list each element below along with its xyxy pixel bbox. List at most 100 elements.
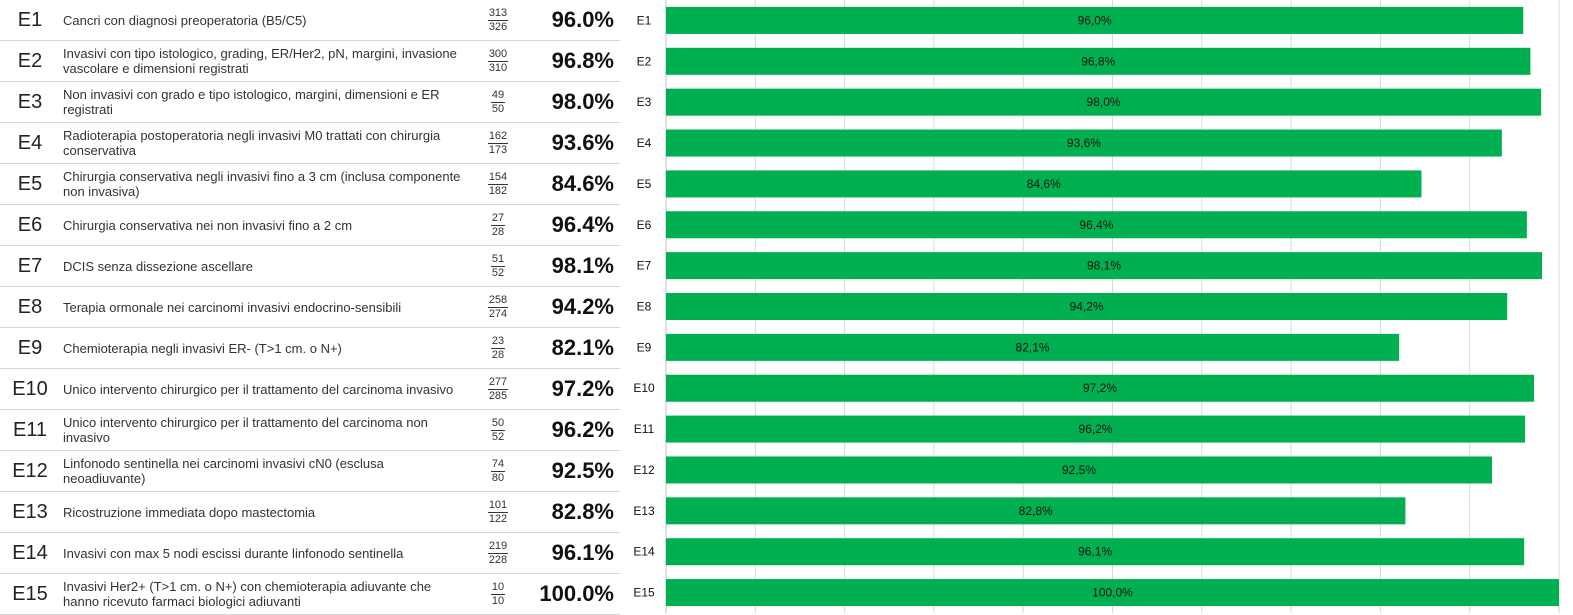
indicator-description: Linfonodo sentinella nei carcinomi invas… — [63, 456, 384, 486]
indicator-fraction: 277 285 — [476, 369, 520, 409]
indicator-table: E1 Cancri con diagnosi preoperatoria (B5/… — [0, 0, 622, 615]
fraction-numerator: 162 — [487, 129, 509, 144]
table-row: E1 Cancri con diagnosi preoperatoria (B5/… — [0, 0, 620, 41]
indicator-code: E6 — [17, 214, 43, 236]
fraction-denominator: 326 — [488, 20, 508, 33]
indicator-code: E8 — [17, 296, 43, 318]
indicator-description: Radioterapia postoperatoria negli invasi… — [63, 128, 441, 158]
fraction-numerator: 50 — [490, 416, 506, 431]
fraction-numerator: 23 — [490, 334, 506, 349]
bar-e2 — [666, 47, 1531, 75]
bar-value-label: 96,8% — [1081, 54, 1115, 68]
fraction-denominator: 10 — [491, 594, 505, 607]
indicator-code: E3 — [17, 91, 43, 113]
indicator-code: E14 — [12, 542, 48, 564]
indicator-code: E4 — [17, 132, 43, 154]
bar-value-label: 96,1% — [1078, 545, 1112, 559]
indicator-description: Chemioterapia negli invasivi ER- (T>1 cm… — [63, 340, 342, 356]
indicator-code: E13 — [12, 501, 48, 523]
bar-e6 — [666, 211, 1527, 239]
indicator-code: E5 — [17, 173, 43, 195]
fraction-numerator: 49 — [490, 88, 506, 103]
indicator-percentage: 96.8% — [551, 48, 614, 73]
indicator-percentage: 100.0% — [539, 581, 614, 606]
category-label: E3 — [637, 95, 652, 109]
fraction-numerator: 27 — [490, 211, 506, 226]
category-label: E1 — [637, 13, 652, 27]
indicator-description: DCIS senza dissezione ascellare — [63, 258, 254, 274]
fraction-denominator: 285 — [488, 389, 508, 402]
fraction-denominator: 52 — [491, 266, 505, 279]
indicator-code: E11 — [12, 419, 48, 441]
indicator-code: E15 — [12, 583, 48, 605]
indicator-description: Invasivi con max 5 nodi escissi durante … — [63, 545, 404, 561]
bar-e7 — [666, 252, 1543, 280]
bar-value-label: 94,2% — [1070, 300, 1104, 314]
category-label: E9 — [637, 340, 652, 354]
fraction-denominator: 182 — [488, 184, 508, 197]
indicator-fraction: 27 28 — [476, 205, 520, 245]
fraction-numerator: 300 — [487, 47, 509, 62]
indicator-percentage: 82.1% — [551, 335, 614, 360]
indicator-description: Unico intervento chirurgico per il tratt… — [63, 415, 428, 445]
bar-chart-svg: E1 96,0% E2 96,8% E3 98,0% E4 93,6% E5 84,6% E6 96,… — [633, 0, 1560, 613]
bar-value-label: 96,2% — [1079, 422, 1113, 436]
category-label: E12 — [633, 463, 655, 477]
category-label: E15 — [633, 586, 655, 600]
indicator-percentage: 84.6% — [551, 171, 614, 196]
bar-value-label: 82,1% — [1016, 340, 1050, 354]
indicator-percentage: 94.2% — [551, 294, 614, 319]
indicator-fraction: 313 326 — [476, 0, 520, 40]
bar-value-label: 98,0% — [1087, 95, 1121, 109]
indicator-percentage: 97.2% — [551, 376, 614, 401]
indicator-fraction: 154 182 — [476, 164, 520, 204]
fraction-numerator: 51 — [490, 252, 506, 267]
bar-value-label: 92,5% — [1062, 463, 1096, 477]
table-row: E13 Ricostruzione immediata dopo mastecto… — [0, 492, 620, 533]
bar-e14 — [666, 538, 1525, 566]
table-row: E15 Invasivi Her2+ (T>1 cm. o N+) con che… — [0, 574, 620, 615]
bar-e1 — [666, 6, 1524, 34]
indicator-percentage: 93.6% — [551, 130, 614, 155]
fraction-denominator: 228 — [488, 553, 508, 566]
indicator-percentage: 96.1% — [551, 540, 614, 565]
bar-e4 — [666, 129, 1502, 157]
indicator-description: Invasivi Her2+ (T>1 cm. o N+) con chemio… — [63, 579, 432, 609]
bar-e9 — [666, 333, 1400, 361]
bar-e8 — [666, 293, 1508, 320]
indicator-percentage: 96.0% — [551, 7, 614, 32]
fraction-denominator: 173 — [488, 143, 508, 156]
table-row: E3 Non invasivi con grado e tipo istologi… — [0, 82, 620, 123]
fraction-numerator: 154 — [487, 170, 509, 185]
table-row: E9 Chemioterapia negli invasivi ER- (T>1 … — [0, 328, 620, 369]
table-row: E6 Chirurgia conservativa nei non invasiv… — [0, 205, 620, 246]
indicator-code: E7 — [17, 255, 43, 277]
fraction-numerator: 74 — [490, 457, 506, 472]
indicator-fraction: 74 80 — [476, 451, 520, 491]
fraction-denominator: 52 — [491, 430, 505, 443]
category-label: E13 — [633, 504, 655, 518]
indicator-description: Ricostruzione immediata dopo mastectomia — [63, 504, 316, 520]
table-row: E7 DCIS senza dissezione ascellare 51 52 98.… — [0, 246, 620, 287]
indicator-description: Chirurgia conservativa nei non invasivi … — [63, 217, 353, 233]
table-row: E11 Unico intervento chirurgico per il tr… — [0, 410, 620, 451]
indicator-fraction: 51 52 — [476, 246, 520, 286]
indicator-fraction: 49 50 — [476, 82, 520, 122]
fraction-denominator: 310 — [488, 61, 508, 74]
indicator-description: Cancri con diagnosi preoperatoria (B5/C5… — [63, 12, 307, 28]
indicator-fraction: 50 52 — [476, 410, 520, 450]
fraction-numerator: 258 — [487, 293, 509, 308]
indicator-code: E1 — [17, 9, 43, 31]
table-row: E12 Linfonodo sentinella nei carcinomi in… — [0, 451, 620, 492]
fraction-denominator: 50 — [491, 102, 505, 115]
category-label: E14 — [633, 545, 655, 559]
indicator-fraction: 23 28 — [476, 328, 520, 368]
category-label: E4 — [637, 136, 652, 150]
fraction-denominator: 28 — [491, 348, 505, 361]
indicator-code: E10 — [12, 378, 48, 400]
indicator-percentage: 92.5% — [551, 458, 614, 483]
table-row: E14 Invasivi con max 5 nodi escissi duran… — [0, 533, 620, 574]
bar-e15 — [666, 579, 1559, 607]
fraction-denominator: 274 — [488, 307, 508, 320]
indicator-fraction: 258 274 — [476, 287, 520, 327]
